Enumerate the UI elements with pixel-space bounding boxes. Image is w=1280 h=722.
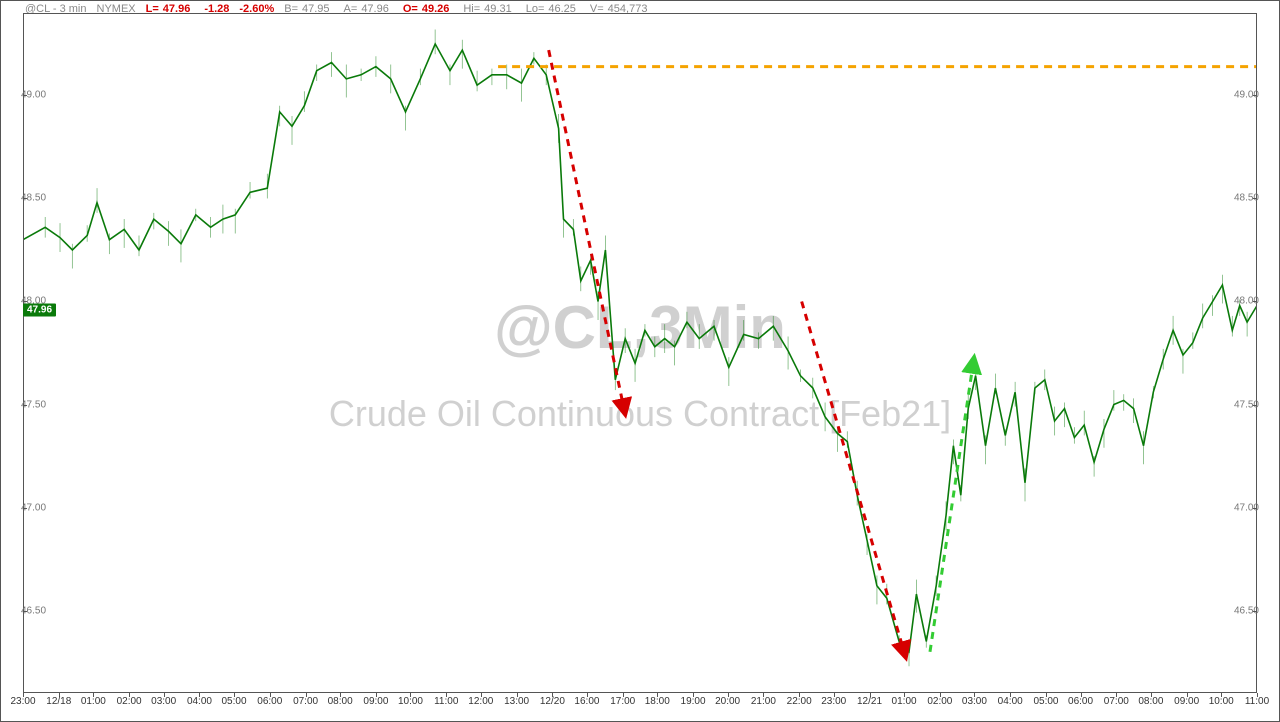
x-tick-label: 12/21 — [857, 696, 882, 707]
price-series — [23, 44, 1257, 652]
x-tick-label: 23:00 — [10, 696, 35, 707]
x-tick-label: 20:00 — [715, 696, 740, 707]
x-tick-label: 12:00 — [468, 696, 493, 707]
x-tick-label: 17:00 — [610, 696, 635, 707]
x-tick-label: 16:00 — [574, 696, 599, 707]
x-tick-label: 10:00 — [398, 696, 423, 707]
x-tick-label: 21:00 — [751, 696, 776, 707]
x-tick-label: 10:00 — [1209, 696, 1234, 707]
x-tick-label: 01:00 — [81, 696, 106, 707]
x-tick-label: 06:00 — [257, 696, 282, 707]
x-tick-label: 23:00 — [821, 696, 846, 707]
x-tick-label: 05:00 — [1033, 696, 1058, 707]
annotation-arrow — [930, 363, 973, 651]
x-tick-label: 02:00 — [117, 696, 142, 707]
x-tick-label: 11:00 — [434, 696, 458, 707]
x-tick-label: 04:00 — [998, 696, 1023, 707]
x-tick-label: 01:00 — [892, 696, 917, 707]
x-tick-label: 12/18 — [46, 696, 71, 707]
x-tick-label: 08:00 — [328, 696, 353, 707]
last-price-tag: 47.96 — [23, 303, 56, 316]
x-tick-label: 11:00 — [1245, 696, 1269, 707]
x-tick-label: 02:00 — [927, 696, 952, 707]
x-tick-label: 18:00 — [645, 696, 670, 707]
x-tick-label: 13:00 — [504, 696, 529, 707]
x-tick-label: 07:00 — [293, 696, 318, 707]
x-tick-label: 08:00 — [1138, 696, 1163, 707]
x-tick-label: 06:00 — [1068, 696, 1093, 707]
x-tick-label: 05:00 — [221, 696, 246, 707]
x-tick-label: 12/20 — [540, 696, 565, 707]
x-tick-label: 22:00 — [787, 696, 812, 707]
plot-svg — [23, 13, 1257, 707]
x-tick-label: 09:00 — [363, 696, 388, 707]
x-tick-label: 03:00 — [962, 696, 987, 707]
x-tick-label: 09:00 — [1174, 696, 1199, 707]
x-tick-label: 03:00 — [151, 696, 176, 707]
x-tick-label: 07:00 — [1104, 696, 1129, 707]
annotation-arrow — [802, 301, 904, 651]
x-tick-label: 19:00 — [681, 696, 706, 707]
plot-area[interactable]: @CL,3Min Crude Oil Continuous Contract [… — [23, 13, 1257, 707]
chart-root: @CL - 3 min NYMEX L=47.96 -1.28 -2.60% B… — [0, 0, 1280, 722]
x-tick-label: 04:00 — [187, 696, 212, 707]
